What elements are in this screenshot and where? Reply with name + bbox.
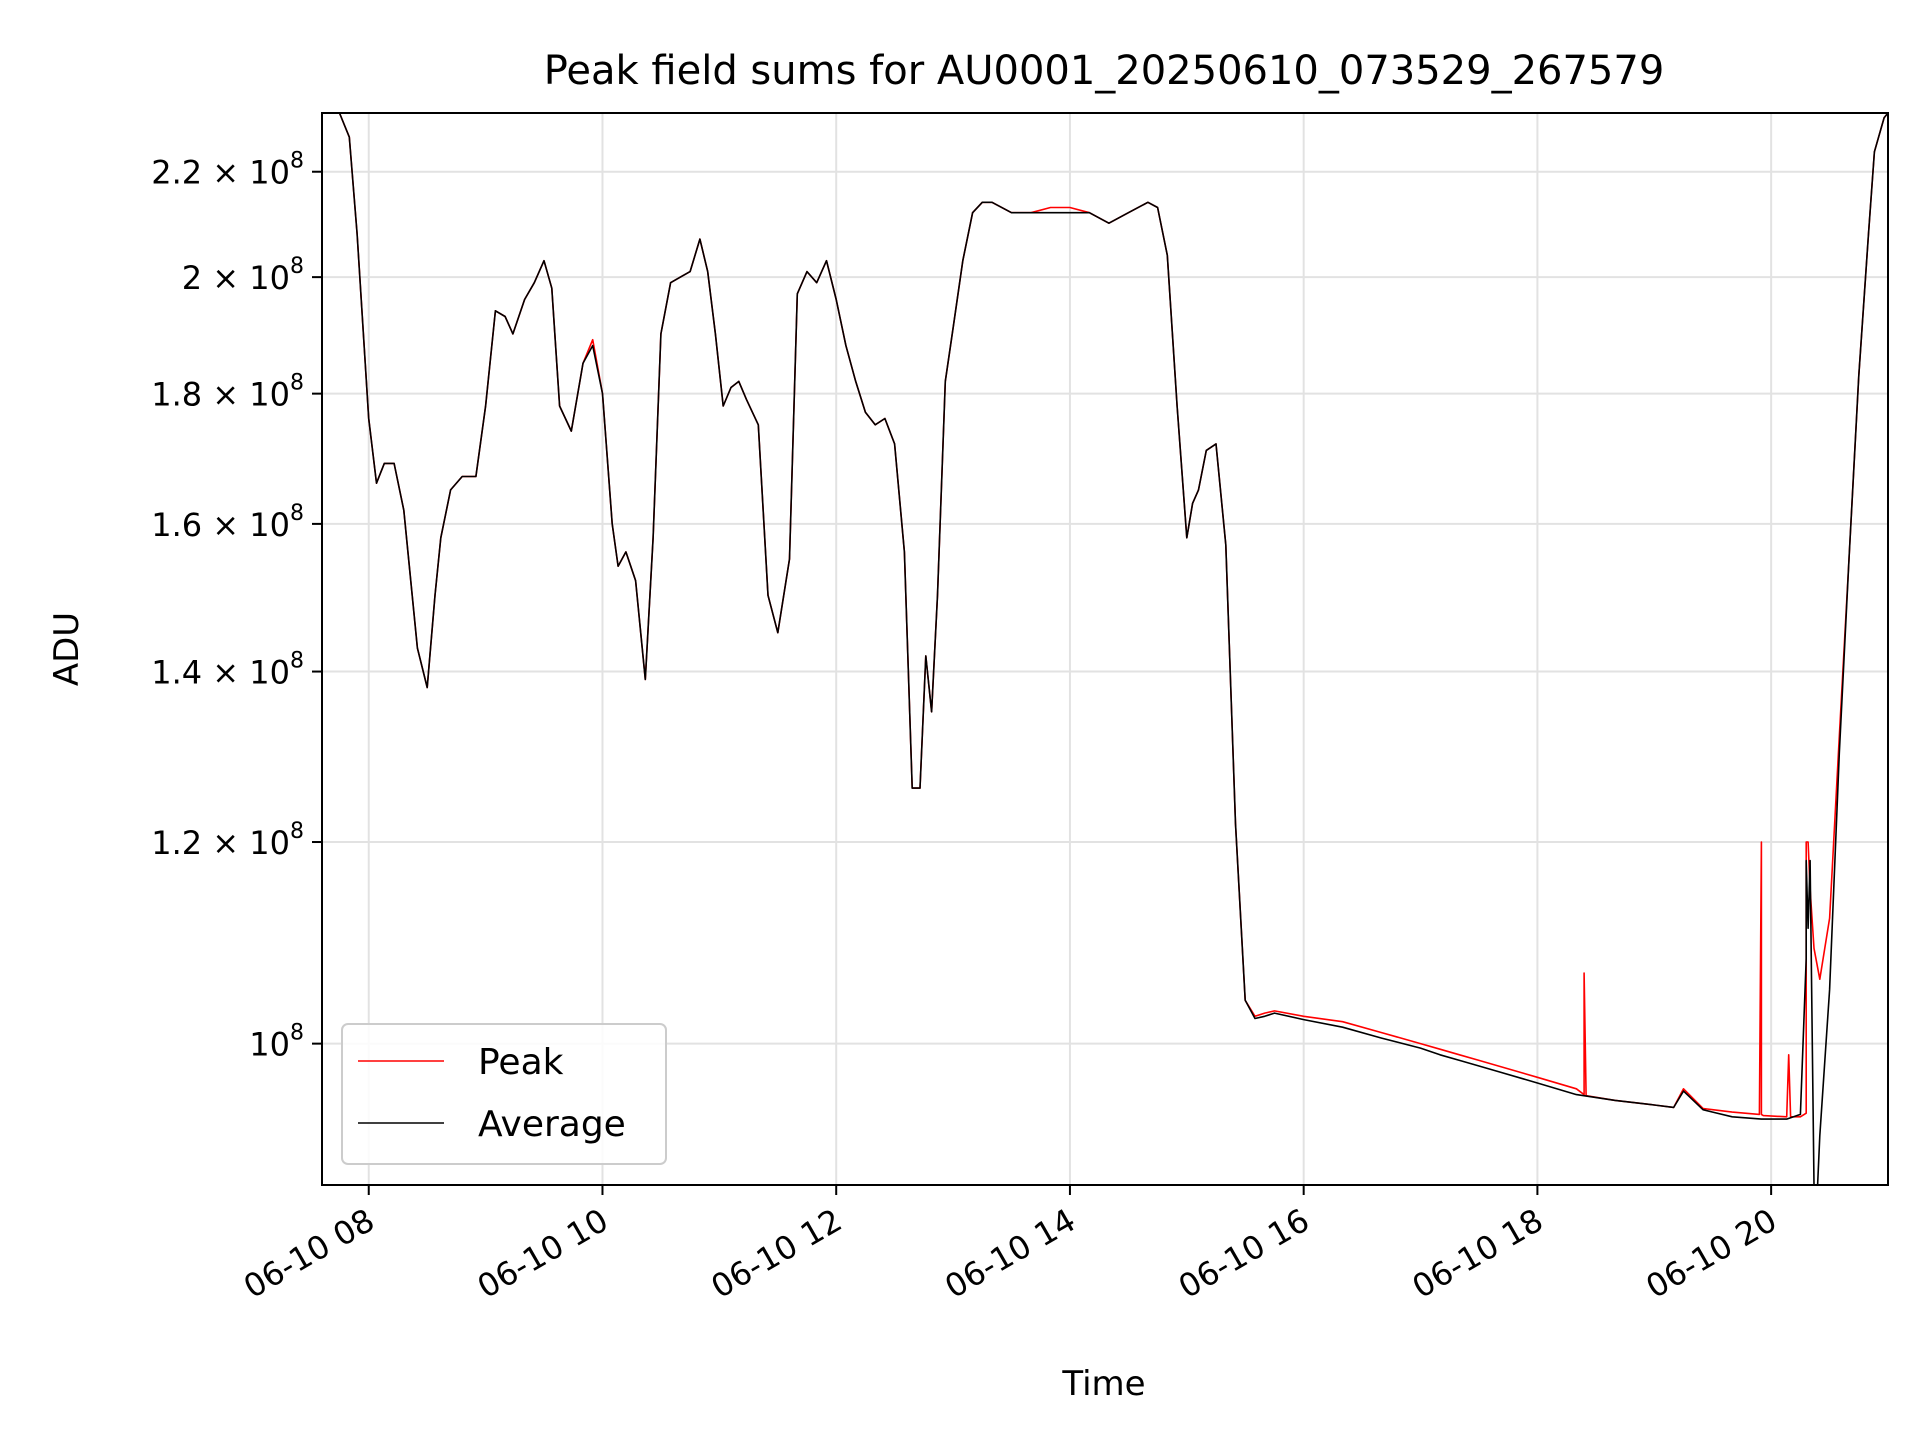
plot-frame [321, 112, 1889, 1186]
y-tick-label: 1.4 × 108 [151, 649, 304, 692]
legend: Peak Average [341, 1023, 667, 1165]
series-line-average [322, 113, 1888, 1185]
x-axis-label: Time [1061, 1364, 1145, 1404]
y-axis: 108 1.2 × 108 1.4 × 108 1.6 × 108 1.8 × 108 2… [151, 149, 322, 1064]
chart-title: Peak field sums for AU0001_20250610_0735… [544, 48, 1665, 94]
y-axis-label: ADU [47, 612, 87, 686]
legend-label-peak: Peak [478, 1042, 564, 1083]
y-tick-label: 2 × 108 [182, 254, 304, 297]
y-tick-label: 1.6 × 108 [151, 501, 304, 544]
y-tick-label: 108 [249, 1021, 304, 1064]
y-tick-label: 1.2 × 108 [151, 819, 304, 862]
y-tick-label: 1.8 × 108 [151, 371, 304, 414]
legend-label-average: Average [478, 1104, 626, 1145]
legend-box [341, 1023, 667, 1165]
series-group [322, 113, 1888, 1185]
grid [322, 113, 1888, 1185]
y-tick-label: 2.2 × 108 [151, 149, 304, 192]
